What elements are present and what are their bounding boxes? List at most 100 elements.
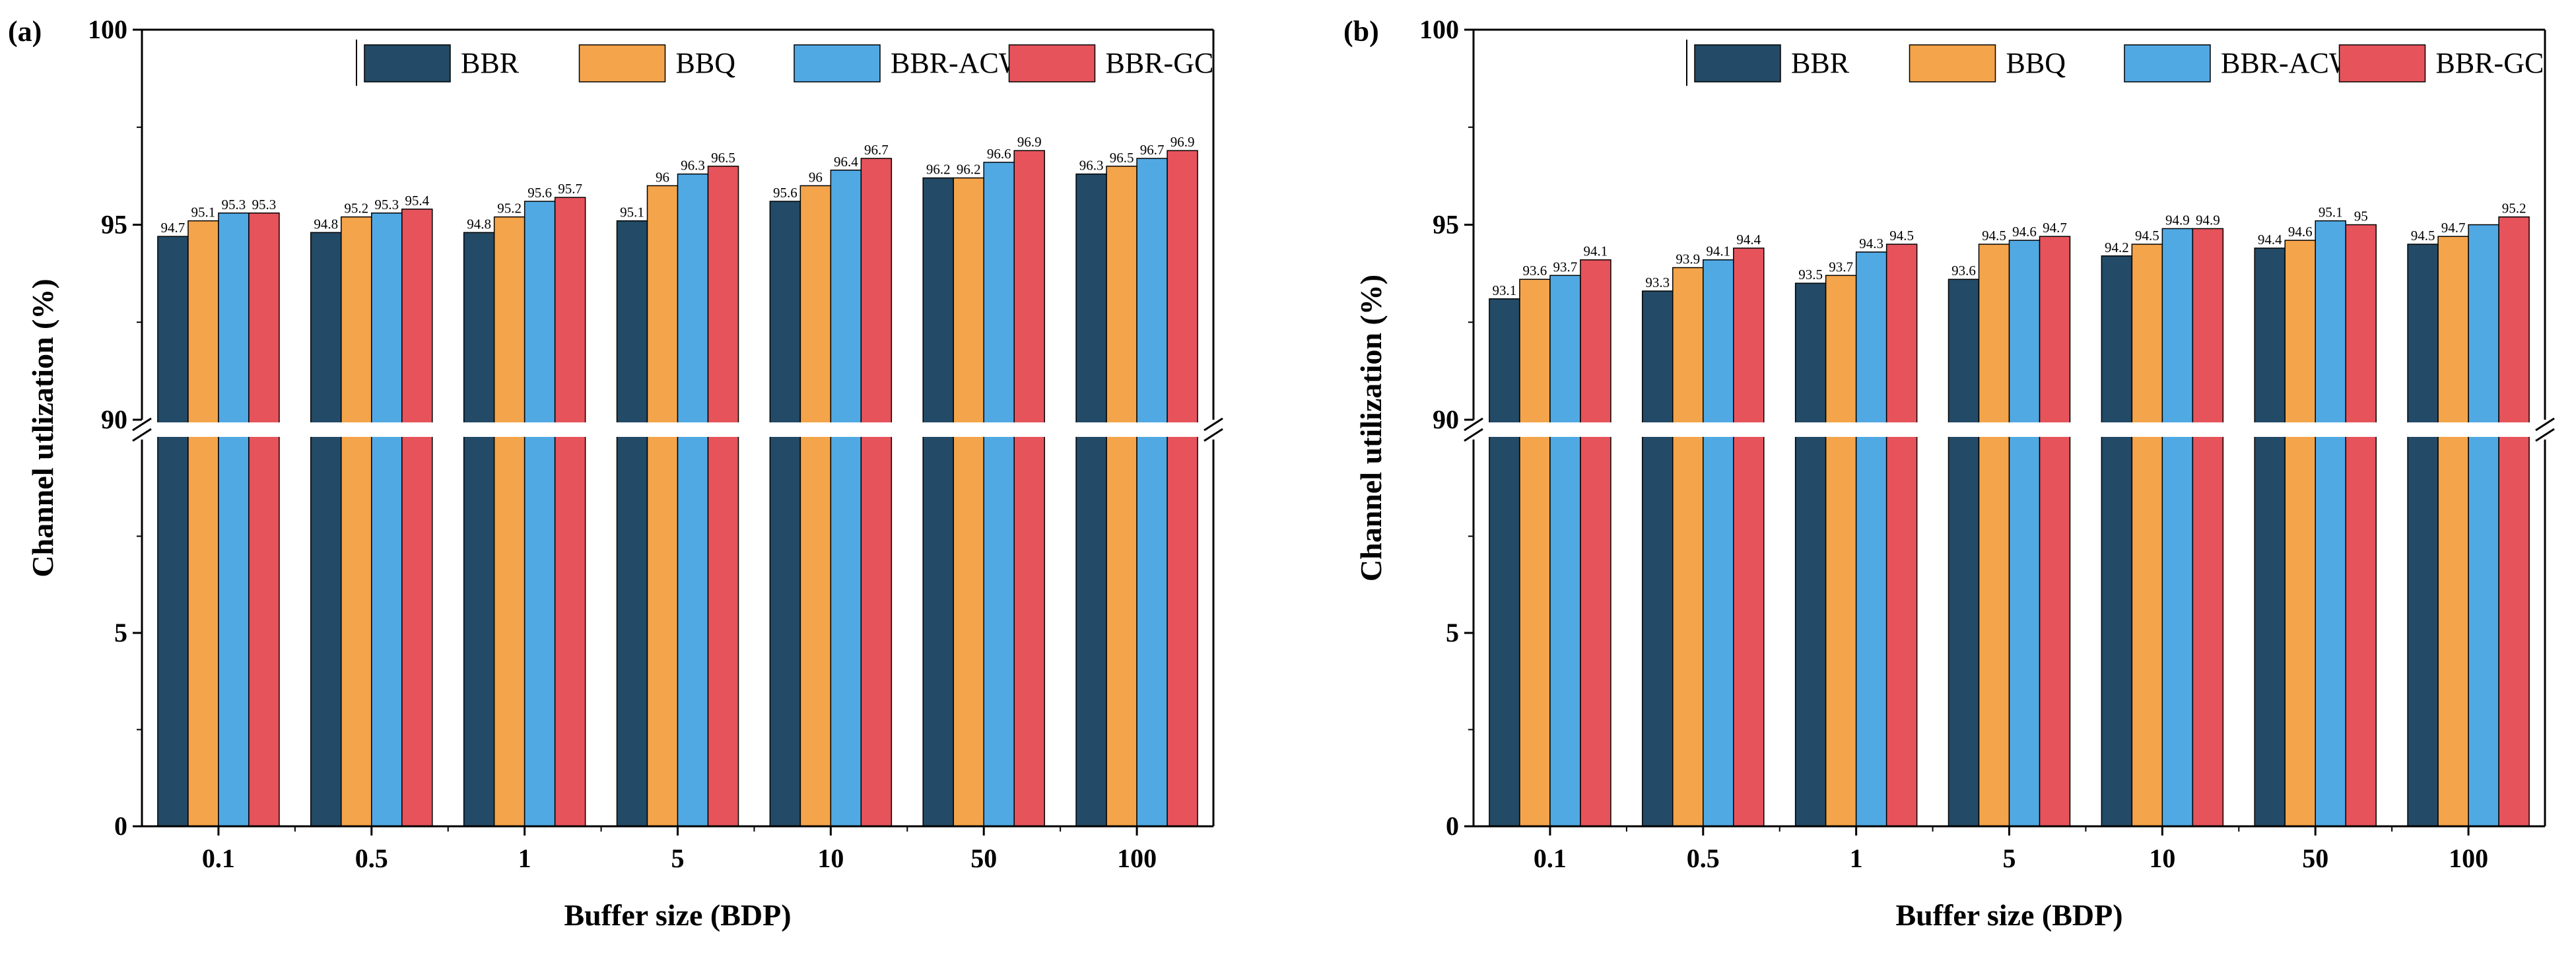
x-tick-label: 0.1 (202, 843, 235, 873)
data-label: 96.2 (957, 162, 981, 178)
bar-bbq-10-upper (2131, 244, 2163, 424)
data-label: 96.5 (711, 150, 735, 166)
data-label: 93.3 (1645, 275, 1670, 290)
legend-label-bbr: BBR (461, 47, 520, 79)
bar-bbq-1-upper (1825, 275, 1857, 424)
data-label: 93.5 (1798, 267, 1823, 282)
bar-bbr-100-lower (2407, 435, 2439, 827)
x-tick-label: 1 (518, 843, 531, 873)
bar-bbq-0.5-lower (1672, 435, 1704, 827)
bar-bbq-0.1-upper (187, 220, 219, 424)
bar-bbr-acw-0.5-upper (371, 213, 403, 424)
data-label: 94.7 (161, 220, 186, 236)
data-label: 93.1 (1493, 282, 1517, 298)
bar-bbr-gc-10-lower (2192, 435, 2224, 827)
bar-bbr-5-upper (616, 220, 648, 424)
axis-break-mark (1203, 428, 1223, 442)
bar-bbq-0.1-upper (1519, 279, 1551, 424)
bar-bbq-50-upper (953, 177, 984, 424)
y-tick-label: 95 (101, 210, 127, 240)
legend-label-bbr-acw: BBR-ACW (2221, 47, 2357, 79)
data-label: 95.2 (344, 201, 368, 216)
bar-bbr-acw-10-lower (830, 435, 862, 827)
data-label: 95.3 (252, 197, 277, 213)
bar-bbr-gc-0.5-upper (1733, 247, 1765, 424)
bar-bbr-0.5-lower (1642, 435, 1674, 827)
x-tick-label: 5 (671, 843, 685, 873)
bar-bbr-5-upper (1948, 279, 1980, 424)
bar-bbr-gc-5-upper (707, 166, 739, 424)
bar-bbr-acw-1-upper (1855, 251, 1887, 424)
bar-bbq-5-lower (646, 435, 679, 827)
data-label: 95 (2354, 209, 2368, 224)
axis-break-mark (1464, 417, 1483, 432)
data-label: 93.7 (1553, 259, 1578, 275)
bar-bbr-50-lower (2254, 435, 2286, 827)
bar-bbr-gc-50-upper (1013, 150, 1045, 424)
y-tick-label: 5 (1446, 618, 1459, 647)
bar-bbq-0.1-lower (187, 435, 219, 827)
bar-bbr-gc-5-lower (707, 435, 739, 827)
bar-bbr-acw-50-upper (983, 162, 1015, 424)
bar-bbr-0.1-lower (1489, 435, 1520, 827)
data-label: 95.2 (2502, 201, 2526, 216)
legend-label-bbr-gc: BBR-GC (1106, 47, 1214, 79)
data-label: 94.5 (2411, 228, 2435, 244)
x-tick-label: 10 (817, 843, 844, 873)
bar-bbr-acw-10-upper (2161, 228, 2194, 424)
bar-bbr-gc-1-lower (1885, 435, 1918, 827)
legend: BBR BBQ BBR-ACW BBR-GC (356, 40, 1213, 86)
y-tick-label: 0 (1446, 811, 1459, 841)
data-label: 96.6 (987, 146, 1011, 162)
bar-bbq-0.5-lower (341, 435, 372, 827)
bar-bbr-0.5-upper (310, 232, 342, 424)
y-tick-label: 95 (1433, 210, 1459, 240)
bar-bbr-10-upper (769, 201, 801, 424)
bar-bbr-1-upper (1794, 282, 1827, 424)
bar-bbq-100-upper (1106, 166, 1137, 424)
data-label: 94.9 (2165, 212, 2190, 228)
bar-bbq-5-upper (646, 185, 679, 424)
data-label: 93.6 (1951, 263, 1976, 279)
data-label: 96 (809, 169, 823, 185)
bar-bbq-50-upper (2284, 240, 2316, 424)
data-label: 95.3 (222, 197, 246, 213)
bar-bbr-acw-0.5-upper (1703, 259, 1734, 424)
bar-bbr-acw-0.5-lower (1703, 435, 1734, 827)
x-axis-title: Buffer size (BDP) (564, 898, 791, 932)
bar-bbq-100-lower (1106, 435, 1137, 827)
bar-bbr-0.1-lower (157, 435, 189, 827)
bar-bbr-gc-0.5-upper (401, 209, 433, 424)
bar-bbr-50-lower (922, 435, 954, 827)
y-axis-title: Channel utilization (%) (1354, 275, 1388, 581)
bar-bbq-0.5-upper (1672, 267, 1704, 424)
bar-bbr-acw-5-lower (2008, 435, 2041, 827)
x-tick-label: 1 (1850, 843, 1863, 873)
axis-break-mark (1464, 428, 1483, 442)
bar-bbr-gc-5-lower (2039, 435, 2071, 827)
x-tick-label: 50 (970, 843, 997, 873)
bar-bbr-5-lower (616, 435, 648, 827)
x-tick-label: 10 (2149, 843, 2175, 873)
axis-break-mark (1203, 417, 1223, 432)
bar-bbr-gc-10-upper (860, 158, 893, 424)
data-label: 95.6 (773, 185, 797, 201)
bar-bbr-10-upper (2101, 255, 2133, 424)
bar-bbq-100-lower (2437, 435, 2469, 827)
axis-break-mark (132, 417, 152, 432)
bar-bbq-5-lower (1978, 435, 2010, 827)
data-label: 94.5 (2135, 228, 2159, 244)
data-label: 94.6 (2288, 224, 2313, 240)
bar-bbr-1-lower (1794, 435, 1827, 827)
panel-label: (b) (1343, 15, 1379, 48)
bar-bbq-10-upper (799, 185, 832, 424)
bar-bbr-acw-10-upper (830, 170, 862, 424)
bar-bbr-acw-5-lower (677, 435, 709, 827)
y-axis-title: Channel utlization (%) (26, 279, 59, 577)
data-label: 96.7 (1140, 142, 1165, 158)
data-label: 95.1 (620, 205, 644, 220)
bar-bbr-acw-5-upper (677, 173, 709, 424)
data-label: 95.3 (374, 197, 399, 213)
bar-bbr-0.1-upper (1489, 298, 1520, 424)
